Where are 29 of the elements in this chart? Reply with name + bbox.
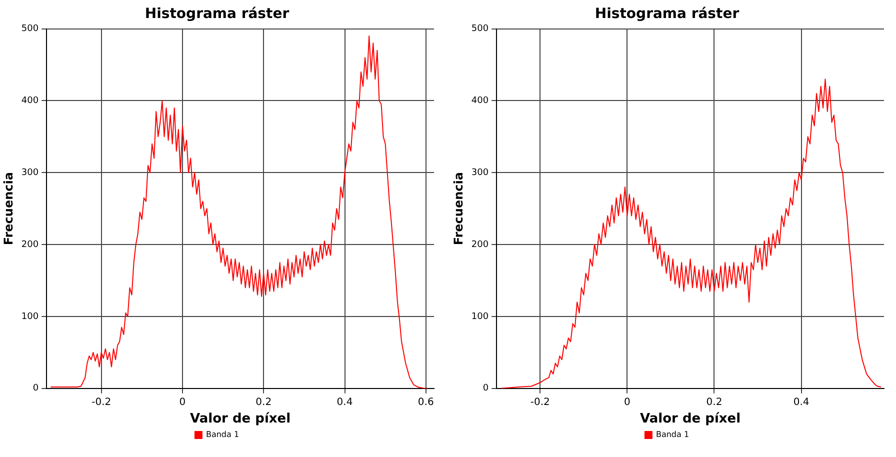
x-tick-label: 0.2 — [256, 396, 272, 408]
chart-title: Histograma ráster — [594, 6, 740, 22]
y-tick-label: 400 — [21, 96, 39, 106]
y-tick-label: 200 — [471, 240, 489, 250]
y-tick-label: 500 — [21, 24, 39, 34]
x-tick-label: -0.2 — [530, 396, 550, 408]
y-tick-label: 300 — [21, 168, 39, 178]
x-tick-label: 0 — [624, 396, 630, 408]
x-axis-title: Valor de píxel — [640, 412, 741, 427]
chart-title: Histograma ráster — [144, 6, 290, 22]
y-tick-label: 400 — [471, 96, 489, 106]
y-tick-label: 0 — [482, 384, 489, 394]
x-tick-label: 0.2 — [706, 396, 722, 408]
x-tick-label: 0.6 — [418, 396, 434, 408]
legend-label: Banda 1 — [206, 430, 240, 440]
x-tick-label: 0 — [179, 396, 186, 408]
y-tick-label: 500 — [471, 24, 489, 34]
y-axis-title: Frecuencia — [451, 172, 466, 246]
y-tick-label: 300 — [471, 168, 489, 178]
x-tick-label: 0.4 — [793, 396, 810, 408]
y-tick-label: 100 — [471, 312, 489, 322]
x-tick-label: -0.2 — [92, 396, 112, 408]
x-axis-title: Valor de píxel — [190, 412, 291, 427]
x-tick-label: 0.4 — [336, 396, 353, 408]
y-tick-label: 200 — [21, 240, 39, 250]
legend-label: Banda 1 — [656, 430, 690, 440]
y-axis-title: Frecuencia — [1, 172, 16, 246]
y-tick-label: 0 — [32, 384, 39, 394]
y-tick-label: 100 — [21, 312, 39, 322]
